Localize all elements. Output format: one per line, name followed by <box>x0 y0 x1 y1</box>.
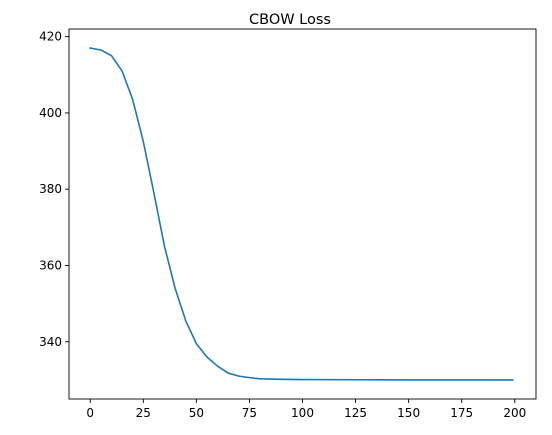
x-tick-label: 100 <box>291 406 314 420</box>
series-line-0 <box>89 47 514 381</box>
axes-frame <box>68 28 537 400</box>
x-tick-label: 25 <box>136 406 151 420</box>
chart-title: CBOW Loss <box>249 12 331 28</box>
y-tick-label: 340 <box>39 335 62 349</box>
x-tick-label: 200 <box>503 406 526 420</box>
x-tick-label: 175 <box>450 406 473 420</box>
axes: 0 25 50 75 100 125 150 175 200 340 360 380 400 420 <box>39 28 537 420</box>
x-tick-label: 75 <box>242 406 257 420</box>
y-tick-label: 380 <box>39 182 62 196</box>
x-tick-label: 0 <box>86 406 94 420</box>
x-tick-label: 150 <box>397 406 420 420</box>
plot-area <box>89 47 514 381</box>
y-tick-label: 360 <box>39 258 62 272</box>
y-tick-label: 420 <box>39 30 62 44</box>
y-tick-label: 400 <box>39 106 62 120</box>
x-tick-label: 50 <box>189 406 204 420</box>
x-tick-label: 125 <box>344 406 367 420</box>
